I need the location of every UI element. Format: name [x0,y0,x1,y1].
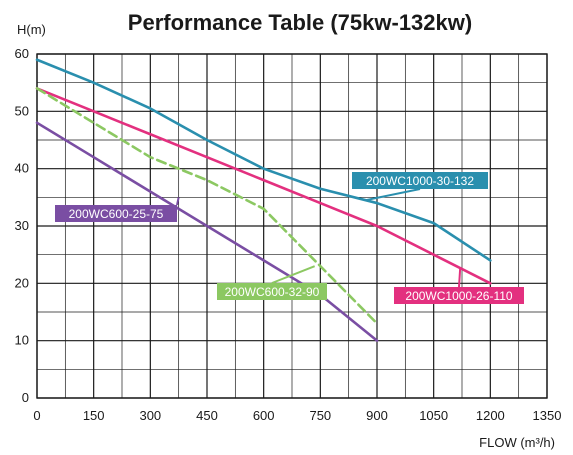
x-tick-label: 1050 [419,408,448,423]
series-tag-label: 200WC1000-26-110 [405,289,513,303]
x-axis-label: FLOW (m³/h) [479,435,555,450]
series-leader-line [271,265,316,284]
x-tick-label: 150 [83,408,105,423]
x-tick-label: 450 [196,408,218,423]
axis-ticks: 0 150 300 450 600 750 900 1050 1200 1350 0 10 20 30 40… [15,46,562,423]
y-tick-label: 50 [15,103,29,118]
x-tick-label: 1350 [533,408,562,423]
x-tick-label: 1200 [476,408,505,423]
series-line-200wc1000-26-110 [35,87,492,285]
y-tick-label: 30 [15,218,29,233]
series-labels: 200WC1000-30-132 200WC1000-26-110 200WC600… [55,172,524,304]
series-leader-line [365,188,421,202]
y-axis-label: H(m) [17,22,46,37]
x-tick-label: 750 [309,408,331,423]
series-tag-label: 200WC600-32-90 [225,285,320,299]
x-tick-label: 0 [33,408,40,423]
series-line-200wc1000-30-132 [35,58,492,262]
series-tag-label: 200WC600-25-75 [69,207,164,221]
series-line-200wc600-32-90 [35,87,379,325]
y-tick-label: 10 [15,333,29,348]
chart-title: Performance Table (75kw-132kw) [128,10,472,35]
y-tick-label: 60 [15,46,29,61]
y-tick-label: 0 [22,390,29,405]
series-tag-label: 200WC1000-30-132 [366,174,474,188]
series-tag [352,172,488,189]
series-leader-line [458,268,462,288]
x-tick-label: 900 [366,408,388,423]
plot-frame [36,53,548,399]
x-tick-label: 300 [139,408,161,423]
y-tick-label: 40 [15,161,29,176]
grid [36,53,548,399]
x-tick-label: 600 [253,408,275,423]
series-tag [394,287,524,304]
series-tag [55,205,177,222]
series-leader-line [176,197,180,206]
y-tick-label: 20 [15,275,29,290]
series-tag [217,283,327,300]
